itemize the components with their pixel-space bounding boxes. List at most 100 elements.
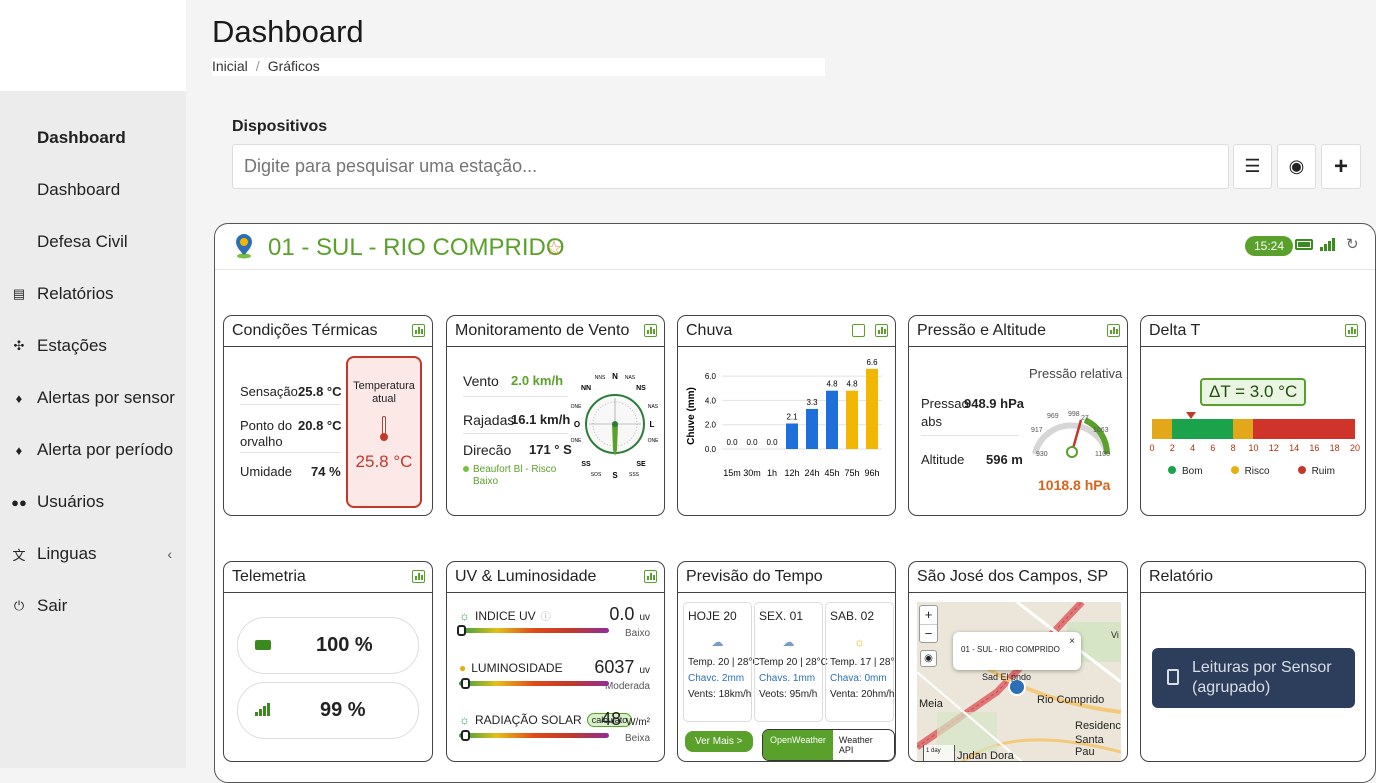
compass-nas-2: NAS <box>648 404 659 410</box>
locate-icon[interactable]: ◉ <box>920 650 937 667</box>
sun-icon: ☼ <box>459 713 470 727</box>
card-title: Monitoramento de Vento <box>447 316 664 347</box>
station-header: 01 - SUL - RIO COMPRIDO ☆ 15:24 ↻ <box>215 224 1375 270</box>
delta-tick: 20 <box>1349 443 1361 453</box>
see-more-button[interactable]: Ver Mais > <box>685 731 753 752</box>
sidebar-item-sair[interactable]: ⏻ Sair <box>0 580 186 632</box>
card-title: Condições Térmicas <box>224 316 432 347</box>
location-button[interactable]: ◉ <box>1277 144 1316 189</box>
zoom-out-button[interactable]: − <box>920 624 937 643</box>
divider <box>463 396 568 397</box>
rain-bar[interactable] <box>846 390 858 449</box>
divider <box>240 404 340 405</box>
forecast-card: Previsão do Tempo HOJE 20 ☁ Temp. 20 | 2… <box>677 561 896 762</box>
sidebar-item-linguas[interactable]: 文 Linguas ‹ <box>0 528 186 580</box>
chart-icon[interactable] <box>644 324 657 337</box>
bar-value-label: 0.0 <box>766 438 778 447</box>
x-tick-label: 45h <box>824 468 839 478</box>
uv-title: UV & Luminosidade <box>455 568 597 585</box>
sensor-readings-button[interactable]: Leituras por Sensor (agrupado) <box>1152 648 1355 708</box>
battery-value: 100 % <box>316 634 373 656</box>
compass-nns: NNS <box>595 375 606 381</box>
station-search-input[interactable] <box>232 144 1229 189</box>
rad-value-number: 48 <box>601 709 622 729</box>
report-title: Relatório <box>1149 568 1214 585</box>
chart-icon[interactable] <box>1107 324 1120 337</box>
beaufort-label: Beaufort Bl - Risco Baixo <box>463 464 556 488</box>
delta-legend: Bom Risco Ruim <box>1168 466 1335 477</box>
x-tick-label: 1h <box>767 468 777 478</box>
filter-button[interactable]: ☰ <box>1233 144 1272 189</box>
chart-icon[interactable] <box>412 570 425 583</box>
breadcrumb-home[interactable]: Inicial <box>212 58 248 74</box>
breadcrumb-current: Gráficos <box>267 58 320 74</box>
chart-icon[interactable] <box>644 570 657 583</box>
beaufort-text-2: Baixo <box>473 476 499 487</box>
compass-nas: NAS <box>625 375 636 381</box>
card-title: Delta T <box>1141 316 1365 347</box>
bell-icon: ♦ <box>15 390 23 406</box>
rain-bar[interactable] <box>786 423 798 450</box>
compass-one: ONE <box>571 404 583 410</box>
close-icon[interactable]: × <box>1069 636 1075 647</box>
refresh-icon[interactable]: ↻ <box>1346 236 1359 253</box>
rain-bar[interactable] <box>806 408 818 449</box>
favorite-star-icon[interactable]: ☆ <box>545 238 563 260</box>
compass-sos: SOS <box>591 472 602 478</box>
logo-area <box>0 0 186 91</box>
x-tick-label: 24h <box>804 468 819 478</box>
sidebar-item-defesa-civil[interactable]: Defesa Civil <box>0 216 186 268</box>
compass-one-2: ONE <box>571 438 583 444</box>
chart-icon[interactable] <box>412 324 425 337</box>
info-icon[interactable]: ⓘ <box>540 612 551 623</box>
map-label: Rio Comprido <box>1037 694 1105 706</box>
rad-label-text: RADIAÇÃO SOLAR <box>475 713 582 727</box>
sun-icon: ☼ <box>459 608 470 623</box>
forecast-day: SAB. 02 ☼ Temp. 17 | 28°C Chava: 0mm Ven… <box>825 602 895 722</box>
map-title: São José dos Campos, SP <box>917 568 1109 585</box>
sidebar-item-usuarios[interactable]: ●● Usuários <box>0 476 186 528</box>
compass-ss: SS <box>581 461 591 468</box>
chart-icon[interactable] <box>1345 324 1358 337</box>
beaufort-text: Beaufort Bl - Risco <box>473 464 557 475</box>
delta-tick-labels: 0 2 4 6 8 10 12 14 16 18 20 <box>1149 443 1360 455</box>
map-view[interactable]: + − ◉ 01 - SUL - RIO COMPRIDO × Sad El pnd… <box>917 602 1121 761</box>
gauge-1063: 1063 <box>1093 427 1109 434</box>
bar-value-label: 4.8 <box>826 380 838 389</box>
chart-icon[interactable] <box>875 324 888 337</box>
sidebar-item-alerta-periodo[interactable]: ♦ Alerta por período <box>0 424 186 476</box>
pressure-rel-value: 1018.8 hPa <box>1038 477 1111 493</box>
sidebar-item-estacoes[interactable]: ✣ Estações <box>0 320 186 372</box>
lum-value-number: 6037 <box>594 657 635 677</box>
sidebar-item-dashboard[interactable]: Dashboard <box>0 112 186 164</box>
legend-ruim: Ruim <box>1297 466 1335 477</box>
signal-icon <box>255 703 270 716</box>
sidebar-item-alertas-sensor[interactable]: ♦ Alertas por sensor <box>0 372 186 424</box>
delta-tick: 12 <box>1268 443 1279 453</box>
y-tick-label: 4.0 <box>705 396 717 405</box>
translate-icon: 文 <box>12 547 26 563</box>
rain-bar[interactable] <box>866 368 878 449</box>
card-title: São José dos Campos, SP <box>909 562 1127 593</box>
add-button[interactable]: + <box>1321 144 1361 189</box>
breadcrumb: Inicial / Gráficos <box>212 58 825 76</box>
rain-bar[interactable] <box>826 390 838 449</box>
current-temp-value: 25.8 °C <box>355 452 413 471</box>
delta-tick: 6 <box>1210 443 1216 453</box>
compass-s: S <box>612 471 618 480</box>
lum-label-text: LUMINOSIDADE <box>471 661 563 675</box>
weatherapi-tab[interactable]: Weather API <box>838 735 873 755</box>
forecast-temp: Temp 20 | 28°C <box>759 657 828 668</box>
calendar-icon[interactable] <box>852 324 865 337</box>
zoom-in-button[interactable]: + <box>924 607 933 622</box>
rain-cloud-icon: ☁ <box>711 635 724 649</box>
openweather-tab[interactable]: OpenWeather <box>763 730 833 760</box>
sidebar-item-dashboard-2[interactable]: Dashboard <box>0 164 186 216</box>
gauge-998: 998 <box>1068 411 1080 418</box>
pressure-abs-label: Pressao <box>921 396 969 411</box>
sidebar-item-relatorios[interactable]: ▤ Relatórios <box>0 268 186 320</box>
card-title: Chuva <box>678 316 895 347</box>
chevron-left-icon: ‹ <box>167 546 172 562</box>
delta-tick: 4 <box>1190 443 1196 453</box>
delta-marker-icon <box>1186 412 1196 419</box>
